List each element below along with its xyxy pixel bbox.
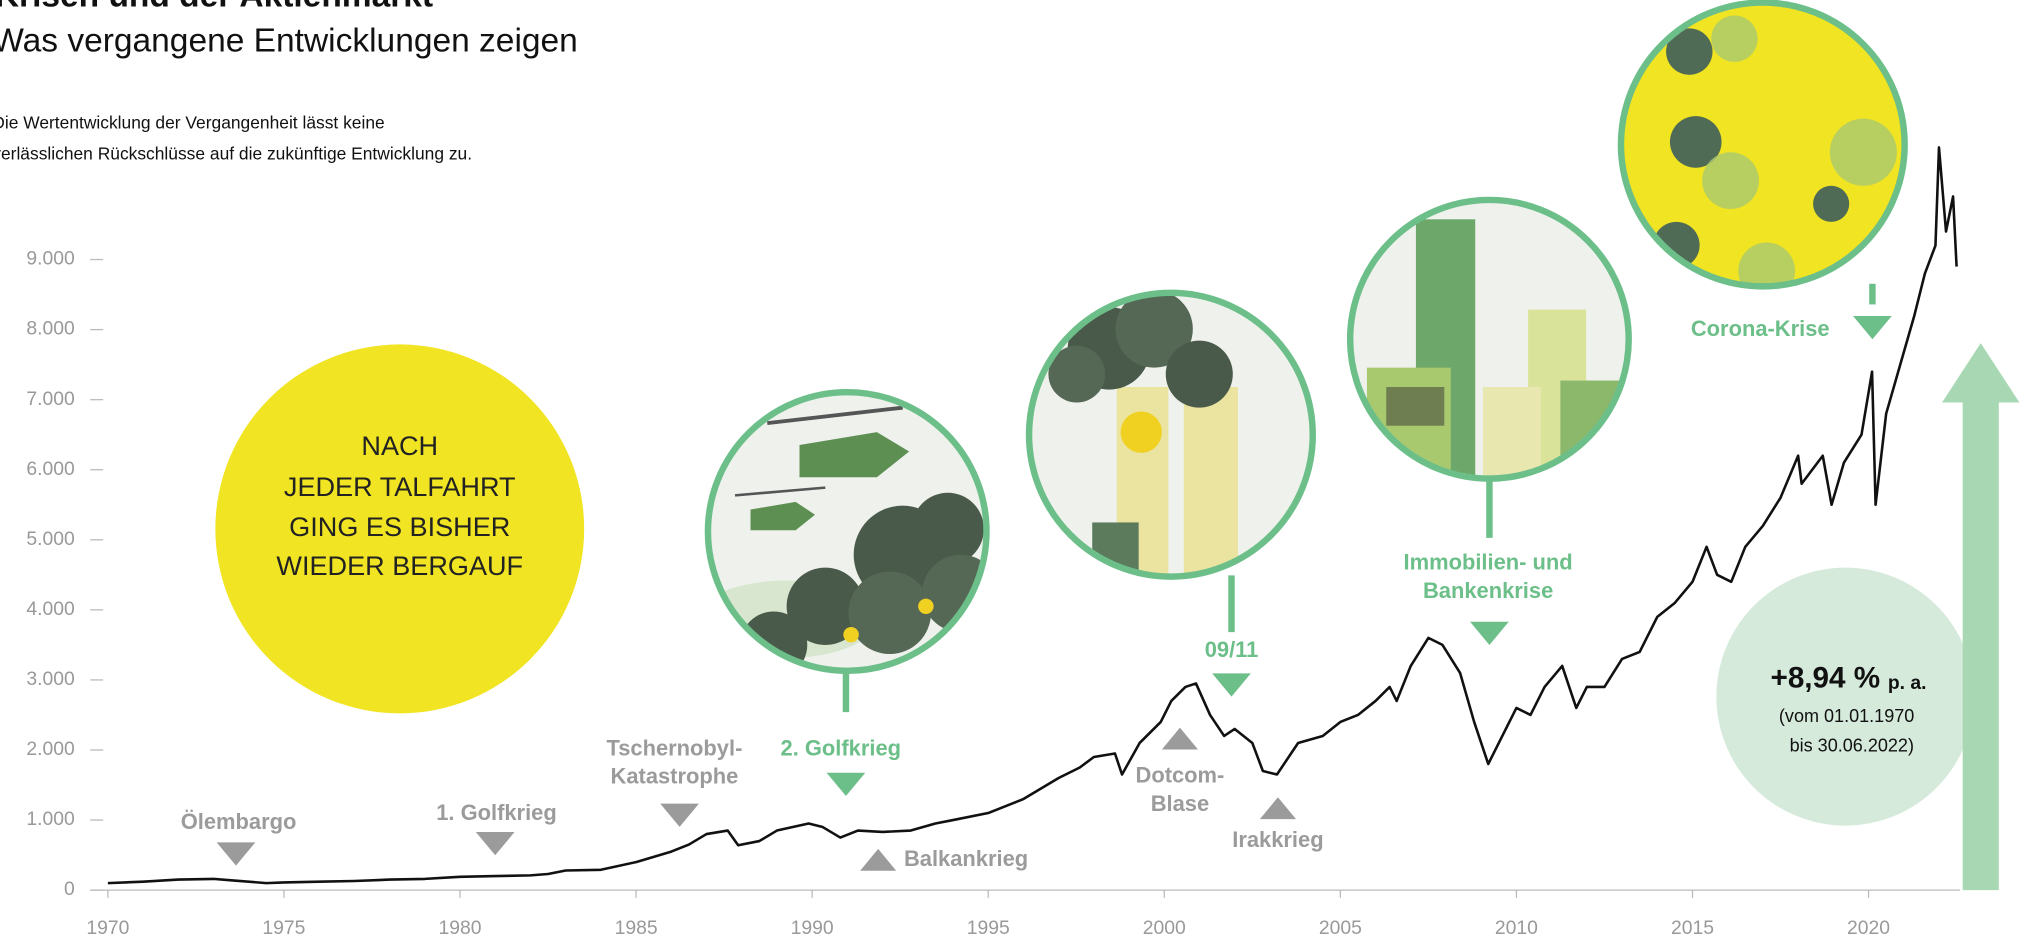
return-value: +8,94 % [1771,662,1881,695]
annotation-marker [476,832,515,855]
return-unit: p. a. [1888,672,1927,694]
y-tick-label: 3.000 [26,668,74,690]
y-tick-label: 4.000 [26,598,74,620]
message: JEDER TALFAHRT [284,471,516,502]
y-tick-label: 2.000 [26,738,74,760]
annotation-marker [1212,673,1251,696]
annotation-label: Tschernobyl- [606,735,742,760]
message: GING ES BISHER [289,511,510,542]
return-period: (vom 01.01.1970 [1779,706,1914,726]
y-tick-label: 6.000 [26,458,74,480]
x-tick-label: 1995 [967,917,1010,939]
annotation-marker [1470,622,1509,645]
annotation-marker [1853,316,1892,339]
y-tick-label: 1.000 [26,808,74,830]
illustration [1621,3,1905,300]
message: WIEDER BERGAUF [276,550,523,581]
annotation-label: Katastrophe [611,764,739,789]
annotation-marker [860,849,896,871]
y-tick-label: 9.000 [26,248,74,270]
return-period: bis 30.06.2022) [1790,736,1914,756]
y-tick-label: 0 [64,878,75,900]
annotation-label: Dotcom- [1136,762,1225,787]
annotation-label: Immobilien- und [1404,550,1573,575]
annotation-label: 09/11 [1205,637,1259,662]
x-tick-label: 1980 [439,917,482,939]
annotation-marker [660,804,699,827]
annotation-marker [1260,797,1296,819]
x-tick-label: 2020 [1847,917,1890,939]
annotation-label: Ölembargo [181,809,297,834]
illustration [1029,290,1313,600]
page: {"chart_data": { "type": "line", "title"… [0,0,2022,943]
annotation-marker [827,773,866,796]
subtitle: Was vergangene Entwicklungen zeigen [0,22,578,59]
annotation-marker [1162,728,1198,750]
annotation-label: Corona-Krise [1691,316,1830,341]
x-tick-label: 1975 [262,917,305,939]
x-tick-label: 2005 [1319,917,1362,939]
growth-arrow [1942,343,2019,890]
illustration [1350,200,1629,484]
x-tick-label: 1985 [615,917,658,939]
note: Die Wertentwicklung der Vergangenheit lä… [0,112,385,132]
annotation-label: Irakkrieg [1232,827,1323,852]
x-tick-label: 2000 [1143,917,1186,939]
note: verlässlichen Rückschlüsse auf die zukün… [0,143,472,163]
annotation-marker [217,842,256,865]
annotation-label: Balkankrieg [904,846,1028,871]
annotation-label: 1. Golfkrieg [436,800,557,825]
y-tick-label: 7.000 [26,388,74,410]
x-tick-label: 1990 [791,917,834,939]
title: Krisen und der Aktienmarkt [0,0,433,14]
annotation-label: 2. Golfkrieg [781,735,902,760]
y-tick-label: 5.000 [26,528,74,550]
annotation-label: Blase [1151,791,1209,816]
y-tick-label: 8.000 [26,318,74,340]
annotation-label: Bankenkrise [1423,578,1553,603]
message: NACH [361,430,438,461]
x-tick-label: 1970 [86,917,129,939]
chart: Krisen und der Aktienmarkt Was vergangen… [0,0,2022,943]
x-tick-label: 2010 [1495,917,1538,939]
x-tick-label: 2015 [1671,917,1714,939]
return-circle [1716,568,1974,826]
illustration [696,392,999,678]
